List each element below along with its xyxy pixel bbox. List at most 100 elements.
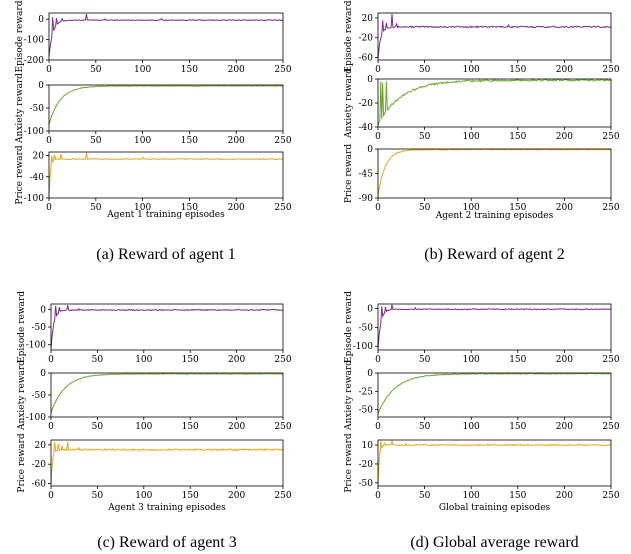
x-axis-label: Agent 2 training episodes [435, 211, 554, 221]
x-tick-label: 0 [46, 136, 52, 146]
x-tick-label: 150 [181, 136, 198, 146]
y-axis-label: Anxiety reward [344, 68, 354, 139]
x-tick-label: 0 [46, 65, 52, 75]
y-tick-label: -40 [359, 123, 374, 133]
x-tick-label: 50 [92, 422, 104, 432]
axes-frame [50, 372, 284, 418]
x-tick-label: 100 [134, 136, 151, 146]
x-tick-label: 0 [375, 422, 381, 432]
x-tick-label: 100 [463, 203, 480, 213]
y-tick-label: -100 [24, 127, 44, 137]
y-axis-label: Price reward [17, 433, 27, 492]
y-tick-label: -200 [24, 56, 44, 66]
y-axis-label: Price reward [15, 145, 25, 204]
x-tick-label: 0 [375, 355, 381, 365]
y-axis-label: Episode reward [344, 291, 354, 363]
x-tick-label: 50 [419, 422, 431, 432]
x-tick-label: 0 [375, 491, 381, 501]
x-tick-label: 100 [463, 132, 480, 142]
x-tick-label: 150 [182, 491, 199, 501]
x-tick-label: 100 [463, 491, 480, 501]
x-tick-label: 150 [181, 65, 198, 75]
x-tick-label: 50 [90, 136, 102, 146]
x-tick-label: 250 [602, 65, 619, 75]
y-axis-label: Anxiety reward [17, 360, 27, 431]
x-tick-label: 200 [228, 491, 245, 501]
x-tick-label: 50 [419, 132, 431, 142]
y-tick-label: -20 [359, 99, 374, 109]
x-tick-label: 100 [134, 203, 151, 213]
y-tick-label: -50 [32, 391, 47, 401]
x-tick-label: 100 [463, 422, 480, 432]
panel-caption: (a) Reward of agent 1 [96, 246, 236, 263]
series-line [377, 372, 612, 414]
x-tick-label: 200 [228, 203, 245, 213]
x-tick-label: 0 [375, 132, 381, 142]
series-line [48, 152, 284, 197]
series-line [377, 304, 612, 349]
y-axis-label: Anxiety reward [344, 360, 354, 431]
x-tick-label: 250 [274, 355, 291, 365]
x-tick-label: 250 [274, 203, 291, 213]
y-tick-label: 0 [367, 145, 373, 155]
y-tick-label: -50 [359, 479, 374, 489]
x-tick-label: 0 [375, 203, 381, 213]
y-tick-label: -100 [24, 194, 44, 204]
x-tick-label: 200 [228, 422, 245, 432]
y-tick-label: -100 [26, 341, 46, 351]
x-tick-label: 50 [92, 491, 104, 501]
y-tick-label: 0 [40, 305, 46, 315]
x-tick-label: 250 [274, 422, 291, 432]
y-tick-label: -100 [353, 342, 373, 352]
axes-frame [48, 12, 284, 61]
y-axis-label: Price reward [344, 144, 354, 203]
y-tick-label: 0 [38, 15, 44, 25]
y-tick-label: 20 [33, 152, 45, 162]
y-axis-label: Episode reward [344, 0, 354, 72]
series-line [377, 148, 612, 196]
axes-frame [48, 84, 284, 132]
axes-frame [377, 372, 612, 418]
x-tick-label: 250 [602, 422, 619, 432]
series-line [377, 13, 612, 59]
series-line [48, 13, 284, 57]
y-tick-label: -40 [30, 173, 45, 183]
axes-frame [48, 151, 284, 199]
axes-frame [377, 148, 612, 199]
x-tick-label: 50 [419, 203, 431, 213]
x-tick-label: 200 [228, 65, 245, 75]
series-line [50, 304, 284, 349]
y-tick-label: -90 [359, 194, 374, 204]
x-tick-label: 250 [602, 203, 619, 213]
y-tick-label: -100 [24, 36, 44, 46]
y-tick-label: 20 [35, 441, 47, 451]
y-axis-label: Anxiety reward [15, 73, 25, 144]
series-line [48, 85, 284, 125]
axes-frame [377, 439, 612, 487]
x-tick-label: 100 [134, 65, 151, 75]
subplot-episode-reward: 20 -20 -600 50 100 150 200 250 Episode reward [344, 0, 620, 75]
x-tick-label: 200 [228, 355, 245, 365]
x-tick-label: 150 [182, 422, 199, 432]
y-tick-label: -60 [359, 54, 374, 64]
x-tick-label: 150 [182, 355, 199, 365]
x-tick-label: 150 [509, 355, 526, 365]
x-tick-label: 0 [375, 65, 381, 75]
y-tick-label: -50 [30, 104, 45, 114]
x-axis-label: Agent 3 training episodes [107, 503, 226, 513]
y-tick-label: -100 [26, 413, 46, 423]
x-tick-label: 250 [274, 491, 291, 501]
y-tick-label: -20 [32, 460, 47, 470]
y-axis-label: Episode reward [17, 291, 27, 363]
y-tick-label: -25 [359, 387, 374, 397]
x-tick-label: 100 [463, 355, 480, 365]
x-tick-label: 50 [90, 203, 102, 213]
y-axis-label: Price reward [344, 433, 354, 492]
x-tick-label: 50 [419, 355, 431, 365]
x-tick-label: 50 [419, 65, 431, 75]
y-tick-label: 10 [362, 441, 374, 451]
y-tick-label: 0 [367, 75, 373, 85]
